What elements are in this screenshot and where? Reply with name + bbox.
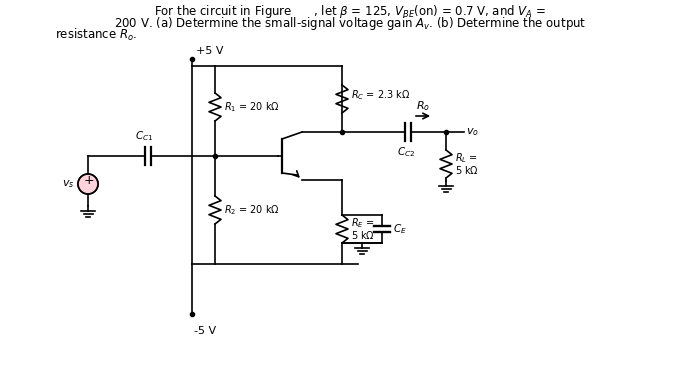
Text: 5 k$\Omega$: 5 k$\Omega$ (351, 229, 375, 241)
Circle shape (78, 174, 98, 194)
Text: $C_E$: $C_E$ (393, 222, 407, 236)
Text: For the circuit in Figure      , let $\beta$ = 125, $V_{BE}$(on) = 0.7 V, and $V: For the circuit in Figure , let $\beta$ … (154, 3, 546, 20)
Text: $v_o$: $v_o$ (466, 126, 479, 138)
Text: $R_2$ = 20 k$\Omega$: $R_2$ = 20 k$\Omega$ (224, 203, 280, 217)
Text: $C_{C2}$: $C_{C2}$ (397, 145, 415, 159)
Text: -5 V: -5 V (194, 326, 216, 336)
Text: 200 V. (a) Determine the small-signal voltage gain $A_v$. (b) Determine the outp: 200 V. (a) Determine the small-signal vo… (114, 15, 586, 32)
Text: resistance $R_o$.: resistance $R_o$. (55, 27, 137, 43)
Text: $R_L$ =: $R_L$ = (455, 151, 478, 165)
Text: $R_1$ = 20 k$\Omega$: $R_1$ = 20 k$\Omega$ (224, 100, 280, 114)
Text: +5 V: +5 V (196, 46, 223, 56)
Text: $R_o$: $R_o$ (416, 99, 430, 113)
Text: $v_s$: $v_s$ (62, 178, 74, 190)
Text: 5 k$\Omega$: 5 k$\Omega$ (455, 164, 479, 176)
Text: $C_{C1}$: $C_{C1}$ (135, 129, 153, 143)
Text: $R_C$ = 2.3 k$\Omega$: $R_C$ = 2.3 k$\Omega$ (351, 88, 410, 102)
Text: +: + (84, 174, 95, 187)
Text: $R_E$ =: $R_E$ = (351, 216, 374, 230)
